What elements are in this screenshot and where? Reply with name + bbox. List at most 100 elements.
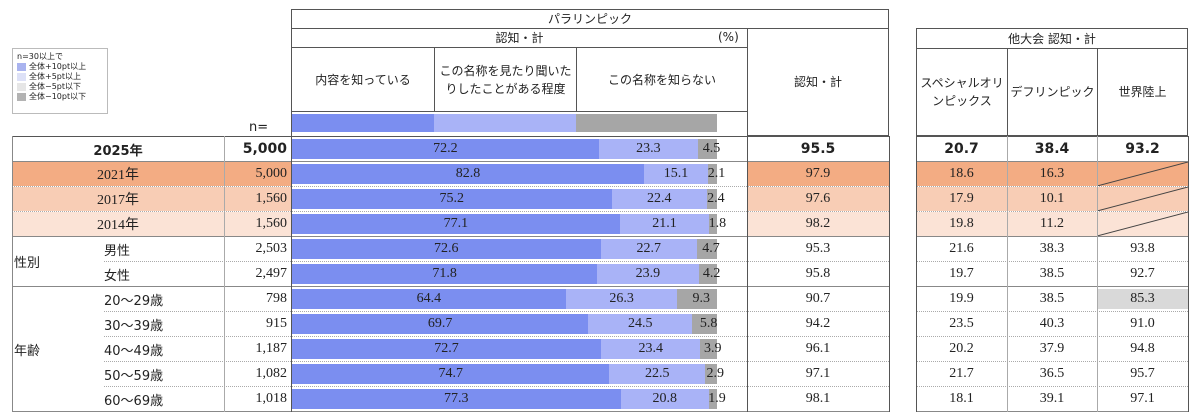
row-bg-left — [12, 212, 291, 236]
row-n: 1,187 — [255, 341, 288, 356]
row-n: 1,560 — [255, 216, 288, 231]
bar-know — [292, 389, 621, 409]
bar-heard — [600, 339, 701, 359]
data-top-border — [12, 136, 889, 137]
col-deaf: デフリンピック — [1007, 48, 1097, 136]
header-left-border — [291, 112, 292, 136]
bar-heard — [565, 289, 678, 309]
bar-heard-label: 24.5 — [628, 316, 653, 331]
col-special: スペシャルオリンピックス — [916, 48, 1007, 136]
row-world: 97.1 — [1130, 391, 1155, 406]
row-world: 95.7 — [1130, 366, 1155, 381]
col-know: 内容を知っている — [291, 47, 434, 112]
row-deaf: 39.1 — [1039, 391, 1065, 406]
bar-heard — [611, 189, 707, 209]
bar-know-label: 75.2 — [439, 191, 465, 206]
row-special: 17.9 — [949, 191, 974, 206]
row-bg-total — [747, 162, 889, 186]
group-gender: 性別 — [14, 256, 41, 271]
legend: n=30以上で 全体+10pt以上 全体+5pt以上 全体−5pt以下 全体−10pt… — [12, 48, 108, 114]
legend-swatch — [17, 82, 26, 91]
row-label: 40～49歳 — [104, 343, 164, 359]
ninchi-kei-header: 認知・計 — [291, 28, 747, 47]
row-deaf: 38.5 — [1039, 291, 1065, 306]
bar-know-label: 77.3 — [444, 391, 469, 406]
col-heard: この名称を見たり聞いたりしたことがある程度 — [434, 47, 576, 112]
bar-heard-label: 20.8 — [652, 391, 677, 406]
row-world-na — [1097, 212, 1188, 236]
row-world: 93.8 — [1130, 241, 1155, 256]
bar-header-swatch-know — [292, 114, 434, 132]
row-separator — [104, 261, 889, 262]
row-separator — [12, 211, 889, 212]
legend-label: 全体+5pt以上 — [29, 72, 82, 81]
bar-header-swatch-heard — [434, 114, 576, 132]
row-deaf: 37.9 — [1039, 341, 1065, 356]
row-special: 21.7 — [949, 366, 974, 381]
bar-unknown-label: 2.1 — [707, 166, 726, 181]
row-label: 男性 — [104, 243, 131, 259]
row-special: 20.7 — [944, 141, 979, 157]
row-separator-other — [916, 236, 1188, 237]
legend-item: 全体−10pt以下 — [17, 92, 103, 102]
legend-item: 全体−5pt以下 — [17, 82, 103, 92]
bar-heard-label: 26.3 — [609, 291, 634, 306]
row-special: 20.2 — [949, 341, 974, 356]
bar-know — [292, 164, 644, 184]
bar-know — [292, 239, 601, 259]
row-special: 23.5 — [949, 316, 974, 331]
bar-heard-label: 21.1 — [652, 216, 677, 231]
percent-unit: (%) — [718, 30, 739, 44]
row-n: 915 — [266, 316, 287, 331]
bar-unknown — [706, 189, 717, 209]
row-label: 女性 — [104, 268, 131, 284]
vline-other-2 — [1007, 136, 1008, 412]
vline-other-right — [1188, 136, 1189, 412]
bar-know-label: 64.4 — [416, 291, 442, 306]
legend-item: 全体+5pt以上 — [17, 72, 103, 82]
bar-heard-label: 23.3 — [636, 141, 661, 156]
row-separator-other — [916, 311, 1188, 312]
bar-heard — [598, 139, 698, 159]
bar-unknown — [708, 389, 717, 409]
row-total: 95.8 — [805, 266, 831, 281]
row-n: 5,000 — [255, 166, 288, 181]
row-label: 60～69歳 — [104, 393, 164, 409]
row-separator — [104, 386, 889, 387]
bar-know-label: 72.6 — [434, 241, 459, 256]
row-total: 94.2 — [805, 316, 831, 331]
bar-know — [292, 189, 612, 209]
paralympic-header: パラリンピック — [291, 9, 889, 28]
row-label: 50～59歳 — [104, 368, 164, 384]
row-n: 1,560 — [255, 191, 288, 206]
col-unknown: この名称を知らない — [576, 47, 747, 112]
row-n: 2,503 — [255, 241, 288, 256]
group-age: 年齢 — [14, 344, 41, 359]
row-total: 97.6 — [805, 191, 831, 206]
bar-unknown-label: 4.5 — [702, 141, 721, 156]
bar-unknown — [697, 239, 717, 259]
row-separator-other — [916, 211, 1188, 212]
row-deaf: 11.2 — [1040, 216, 1064, 231]
row-special: 18.1 — [949, 391, 974, 406]
vline-total-right — [889, 136, 890, 412]
row-n: 5,000 — [242, 141, 287, 157]
row-separator-other — [916, 286, 1188, 287]
row-separator-other — [916, 386, 1188, 387]
col-world: 世界陸上 — [1097, 48, 1188, 136]
bar-unknown-label: 9.3 — [692, 291, 710, 306]
bar-know — [292, 314, 589, 334]
row-n: 1,018 — [255, 391, 288, 406]
bar-header-swatch-unknown — [576, 114, 717, 132]
bar-know-label: 72.7 — [434, 341, 459, 356]
bar-unknown — [709, 214, 717, 234]
row-separator-other — [916, 186, 1188, 187]
row-deaf: 38.4 — [1034, 141, 1070, 157]
row-label: 30～39歳 — [104, 318, 164, 334]
legend-label: 全体−10pt以下 — [29, 92, 87, 101]
bar-unknown-label: 3.9 — [703, 341, 722, 356]
row-special: 19.7 — [949, 266, 974, 281]
bar-unknown — [698, 264, 717, 284]
vline-total-left — [747, 136, 748, 412]
row-bg-left — [12, 162, 291, 186]
